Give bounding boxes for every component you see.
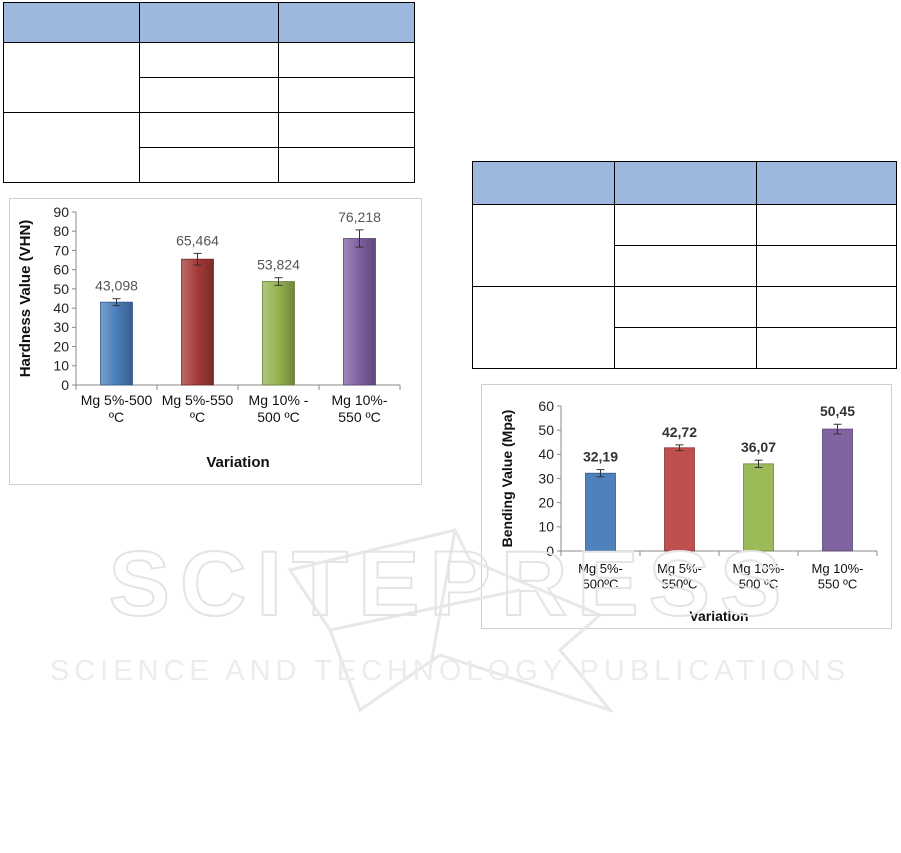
x-tick-label-line: ºC [109, 409, 124, 425]
table-cell [139, 147, 279, 183]
y-tick-label: 70 [53, 242, 69, 258]
bar [343, 238, 376, 386]
bar [100, 301, 133, 386]
data-table-right [472, 161, 897, 369]
bending-chart: 0 10 20 30 40 50 60 32,19 Mg 5%-500ºC 42,72 Mg 5%-… [481, 384, 892, 629]
y-tick-label: 30 [53, 319, 69, 335]
y-tick-label: 20 [53, 338, 69, 354]
x-tick-label-line: 550 ºC [338, 409, 380, 425]
data-label: 32,19 [583, 449, 618, 465]
table-cell [614, 204, 757, 246]
y-tick-label: 20 [538, 495, 554, 511]
y-tick-label: 80 [53, 223, 69, 239]
y-axis-title: Bending Value (Mpa) [499, 410, 515, 548]
x-tick-label: Mg 10%-550 ºC [331, 392, 387, 425]
y-tick-label: 90 [53, 204, 69, 220]
y-tick-label: 10 [53, 358, 69, 374]
data-label: 65,464 [176, 232, 219, 248]
table-cell [3, 42, 140, 113]
table-cell [756, 286, 897, 328]
x-tick-label-line: 500 ºC [257, 409, 299, 425]
x-tick-label-line: Mg 10%- [732, 561, 784, 576]
y-tick-label: 50 [538, 422, 554, 438]
y-tick-label: 50 [53, 281, 69, 297]
y-tick-label: 40 [53, 300, 69, 316]
table-cell [756, 204, 897, 246]
watermark-tagline: SCIENCE AND TECHNOLOGY PUBLICATIONS [50, 655, 850, 687]
x-tick-label: Mg 10%-500 ºC [732, 561, 784, 592]
y-tick-label: 30 [538, 470, 554, 486]
hardness-chart: 0 10 20 30 40 50 60 70 80 90 43,098 Mg 5%-500 ºC 65,4… [9, 198, 422, 485]
table-cell [139, 77, 279, 113]
bar [181, 258, 214, 386]
table-cell [278, 77, 415, 113]
table-header-cell [139, 2, 279, 43]
table-cell [278, 147, 415, 183]
table-cell [756, 245, 897, 287]
table-cell [139, 112, 279, 148]
y-tick-label: 60 [538, 398, 554, 414]
bar [664, 447, 695, 552]
x-tick-label-line: 500ºC [583, 577, 619, 592]
data-label: 36,07 [741, 439, 776, 455]
x-tick-label-line: 500 ºC [739, 577, 778, 592]
y-tick-label: 0 [61, 377, 69, 393]
table-cell [278, 42, 415, 78]
table-header-cell [756, 161, 897, 205]
table-cell [139, 42, 279, 78]
x-tick-label-line: 550ºC [662, 577, 698, 592]
y-tick-label: 40 [538, 446, 554, 462]
table-cell [614, 286, 757, 328]
table-cell [472, 204, 615, 287]
x-tick-label: Mg 5%-500ºC [578, 561, 623, 592]
y-tick-label: 60 [53, 262, 69, 278]
y-axis-title: Hardness Value (VHN) [17, 220, 34, 378]
bar [743, 463, 774, 552]
x-axis-title: Variation [206, 454, 269, 471]
x-tick-label: Mg 10%-550 ºC [811, 561, 863, 592]
x-tick-label-line: Mg 10%- [331, 392, 387, 408]
x-tick-label-line: Mg 5%-500 [81, 392, 153, 408]
table-cell [614, 327, 757, 369]
table-cell [756, 327, 897, 369]
x-tick-label-line: Mg 10%- [811, 561, 863, 576]
data-table-left [3, 2, 415, 183]
table-cell [472, 286, 615, 369]
table-header-cell [278, 2, 415, 43]
x-tick-label-line: 550 ºC [818, 577, 857, 592]
x-tick-label-line: Mg 10% - [249, 392, 309, 408]
x-tick-label: Mg 5%-550ºC [657, 561, 702, 592]
data-label: 43,098 [95, 278, 138, 294]
table-cell [614, 245, 757, 287]
y-tick-label: 0 [546, 543, 554, 559]
x-tick-label-line: Mg 5%-550 [162, 392, 234, 408]
y-tick-label: 10 [538, 519, 554, 535]
table-header-cell [472, 161, 615, 205]
table-header-cell [3, 2, 140, 43]
x-axis-title: Variation [689, 608, 748, 624]
data-label: 42,72 [662, 424, 697, 440]
x-tick-label-line: Mg 5%- [657, 561, 702, 576]
bar [822, 428, 853, 552]
table-header-cell [614, 161, 757, 205]
data-label: 50,45 [820, 403, 855, 419]
data-label: 76,218 [338, 209, 381, 225]
table-cell [3, 112, 140, 183]
x-tick-label-line: ºC [190, 409, 205, 425]
data-label: 53,824 [257, 257, 300, 273]
bar [585, 472, 616, 552]
table-cell [278, 112, 415, 148]
bar [262, 281, 295, 386]
x-tick-label: Mg 10% -500 ºC [249, 392, 309, 425]
x-tick-label-line: Mg 5%- [578, 561, 623, 576]
